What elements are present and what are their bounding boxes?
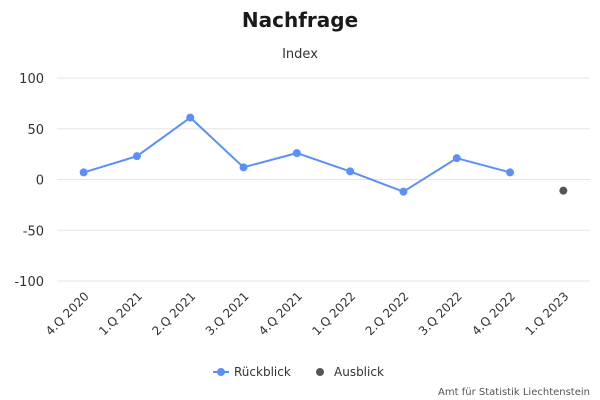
y-tick-label: 0	[36, 174, 44, 189]
x-tick-label: 2.Q 2022	[363, 289, 412, 338]
y-axis: 100 50 0 -50 -100	[14, 72, 44, 290]
x-tick-label: 4.Q 2020	[43, 289, 92, 338]
y-tick-label: 50	[27, 123, 44, 138]
data-point[interactable]	[132, 152, 141, 161]
x-tick-label: 2.Q 2021	[149, 289, 198, 338]
x-tick-label: 1.Q 2023	[523, 289, 572, 338]
chart-title: Nachfrage	[242, 8, 358, 32]
x-tick-label: 4.Q 2021	[256, 289, 305, 338]
legend-label-ausblick: Ausblick	[334, 365, 384, 379]
legend-label-rueckblick: Rückblick	[234, 365, 291, 379]
grid-layer	[57, 77, 590, 282]
x-tick-label: 1.Q 2021	[96, 289, 145, 338]
data-point[interactable]	[452, 154, 461, 163]
data-point[interactable]	[506, 168, 515, 177]
legend: Rückblick Ausblick	[213, 365, 384, 379]
data-point[interactable]	[186, 113, 195, 122]
data-point[interactable]	[346, 167, 355, 176]
data-point[interactable]	[292, 149, 301, 158]
x-tick-label: 3.Q 2021	[203, 289, 252, 338]
x-tick-label: 4.Q 2022	[469, 289, 518, 338]
data-point[interactable]	[559, 186, 568, 195]
legend-item-ausblick[interactable]: Ausblick	[316, 365, 384, 379]
legend-marker-rueckblick	[217, 368, 225, 376]
y-tick-label: -100	[14, 275, 44, 290]
chart-credits[interactable]: Amt für Statistik Liechtenstein	[438, 387, 590, 398]
x-tick-label: 3.Q 2022	[416, 289, 465, 338]
x-axis: 4.Q 2020 1.Q 2021 2.Q 2021 3.Q 2021 4.Q 2021…	[43, 289, 572, 338]
series-layer	[79, 113, 568, 196]
data-point[interactable]	[239, 163, 248, 172]
legend-marker-ausblick	[316, 368, 324, 376]
y-tick-label: 100	[19, 72, 44, 87]
legend-item-rueckblick[interactable]: Rückblick	[213, 365, 291, 379]
chart-subtitle: Index	[282, 47, 318, 62]
x-tick-label: 1.Q 2022	[309, 289, 358, 338]
y-tick-label: -50	[23, 224, 44, 239]
data-point[interactable]	[399, 187, 408, 196]
data-point[interactable]	[79, 168, 88, 177]
